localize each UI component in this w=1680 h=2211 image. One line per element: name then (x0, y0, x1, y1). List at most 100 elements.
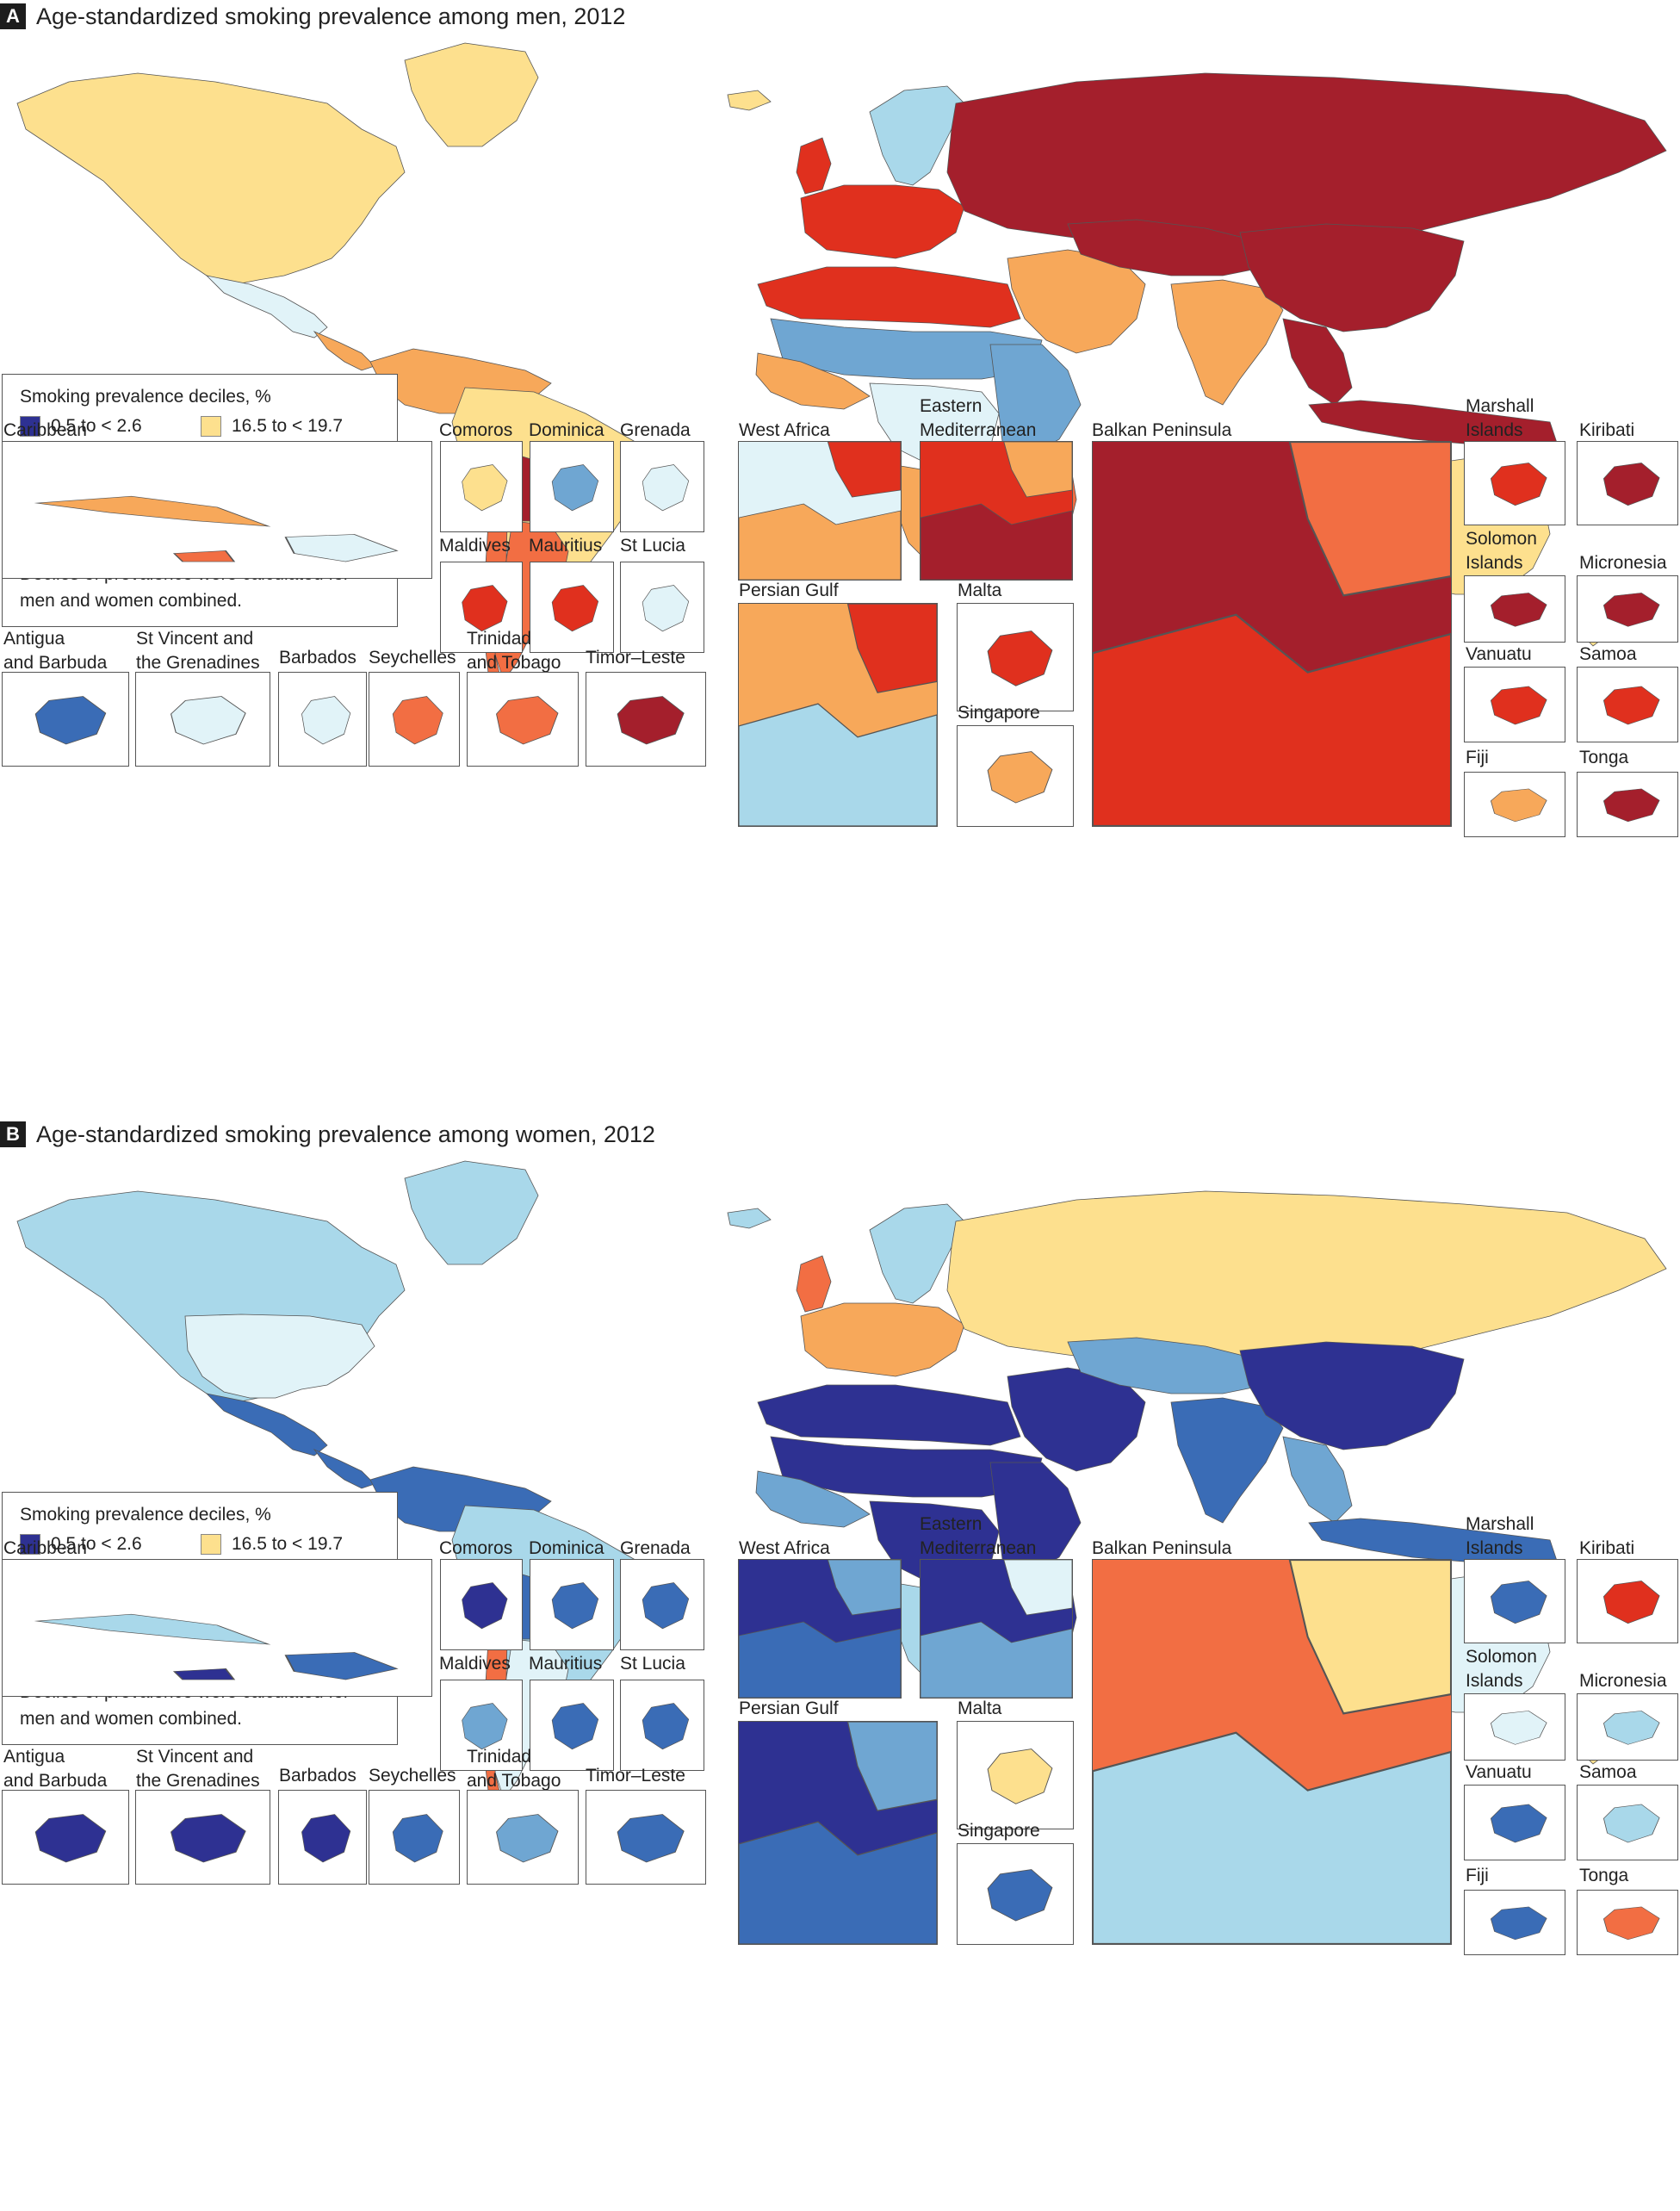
inset-label-mauritius: Mauritius (529, 536, 603, 556)
inset-label-st-lucia: St Lucia (620, 1654, 685, 1674)
region-central-asia (1067, 219, 1267, 276)
inset-label-mauritius: Mauritius (529, 1654, 603, 1674)
inset-label-comoros: Comoros (439, 1538, 513, 1558)
inset-label-micronesia: Micronesia (1579, 1671, 1667, 1691)
inset-label-west-africa: West Africa (739, 1538, 830, 1558)
panel-header: B Age-standardized smoking prevalence am… (0, 1118, 655, 1151)
inset-label-singapore: Singapore (958, 703, 1040, 723)
inset-label-antigua: Antigua and Barbuda (3, 1747, 108, 1791)
inset-label-east-med: Eastern Mediterranean (920, 1514, 1037, 1558)
inset-map-maldives (440, 1680, 523, 1771)
legend-swatch (201, 1534, 221, 1555)
inset-map-barbados (278, 1790, 367, 1885)
panel-letter: B (0, 1121, 26, 1147)
legend-item: 16.5 to < 19.7 (201, 1534, 373, 1555)
inset-map-vanuatu (1464, 1785, 1565, 1860)
region-se-asia (1282, 318, 1353, 406)
inset-map-singapore (957, 1843, 1074, 1945)
region-china (1239, 1341, 1465, 1450)
inset-label-balkans: Balkan Peninsula (1092, 1538, 1232, 1558)
inset-label-maldives: Maldives (439, 1654, 511, 1674)
inset-map-marshall (1464, 1559, 1565, 1643)
region-greenland (404, 42, 539, 147)
inset-map-persian-gulf (738, 1721, 938, 1945)
inset-map-comoros (440, 1559, 523, 1650)
inset-map-vanuatu (1464, 667, 1565, 742)
region-india (1170, 279, 1284, 406)
region-scandinavia (869, 1203, 965, 1304)
inset-map-samoa (1577, 667, 1678, 742)
legend-item: 0.5 to < 2.6 (20, 1534, 192, 1555)
legend-swatch (20, 416, 40, 437)
inset-label-dominica: Dominica (529, 420, 604, 440)
inset-map-st-lucia (620, 1680, 704, 1771)
region-mexico (205, 1393, 328, 1456)
inset-map-balkans (1092, 1559, 1452, 1945)
region-east-africa (989, 1462, 1082, 1575)
inset-map-samoa (1577, 1785, 1678, 1860)
inset-map-caribbean (2, 1559, 432, 1697)
legend-label: 0.5 to < 2.6 (51, 416, 142, 436)
inset-map-grenada (620, 1559, 704, 1650)
inset-label-malta: Malta (958, 581, 1002, 600)
region-west-africa (755, 1470, 871, 1528)
inset-label-vanuatu: Vanuatu (1466, 1762, 1532, 1782)
inset-label-fiji: Fiji (1466, 1866, 1489, 1885)
inset-map-seychelles (369, 672, 460, 767)
inset-map-fiji (1464, 1890, 1565, 1955)
inset-label-antigua: Antigua and Barbuda (3, 629, 108, 673)
inset-label-st-lucia: St Lucia (620, 536, 685, 556)
inset-map-mauritius (530, 1680, 614, 1771)
inset-label-comoros: Comoros (439, 420, 513, 440)
inset-label-trinidad: Trinidad and Tobago (467, 629, 561, 673)
inset-map-timor (586, 1790, 706, 1885)
inset-map-st-lucia (620, 562, 704, 653)
region-central-america (313, 331, 375, 371)
inset-label-caribbean: Caribbean (3, 420, 87, 440)
inset-label-trinidad: Trinidad and Tobago (467, 1747, 561, 1791)
inset-label-timor: Timor–Leste (586, 648, 685, 668)
inset-label-st-vincent: St Vincent and the Grenadines (136, 1747, 260, 1791)
inset-map-timor (586, 672, 706, 767)
panel-title: Age-standardized smoking prevalence amon… (36, 3, 626, 29)
region-europe-west (800, 1302, 965, 1377)
inset-label-timor: Timor–Leste (586, 1766, 685, 1786)
inset-map-west-africa (738, 1559, 902, 1699)
region-east-africa (989, 344, 1082, 457)
region-north-africa (757, 1384, 1021, 1446)
region-russia (946, 72, 1667, 259)
inset-label-balkans: Balkan Peninsula (1092, 420, 1232, 440)
inset-map-barbados (278, 672, 367, 767)
region-central-asia (1067, 1337, 1267, 1394)
inset-map-solomon (1464, 575, 1565, 643)
panel-letter: A (0, 3, 26, 29)
legend-swatch (201, 416, 221, 437)
inset-map-trinidad (467, 672, 579, 767)
inset-label-grenada: Grenada (620, 420, 691, 440)
panel-title: Age-standardized smoking prevalence amon… (36, 1121, 655, 1147)
panel-women: B Age-standardized smoking prevalence am… (0, 1118, 1680, 2211)
inset-map-persian-gulf (738, 603, 938, 827)
inset-label-samoa: Samoa (1579, 644, 1637, 664)
inset-label-barbados: Barbados (279, 648, 356, 668)
legend-label: 16.5 to < 19.7 (232, 416, 344, 436)
region-iceland (727, 1208, 772, 1229)
inset-label-dominica: Dominica (529, 1538, 604, 1558)
legend-swatch (20, 1534, 40, 1555)
inset-map-mauritius (530, 562, 614, 653)
region-china (1239, 223, 1465, 332)
inset-map-fiji (1464, 772, 1565, 837)
inset-map-st-vincent (135, 672, 270, 767)
inset-label-micronesia: Micronesia (1579, 553, 1667, 573)
region-west-africa (755, 352, 871, 410)
inset-map-balkans (1092, 441, 1452, 827)
inset-label-samoa: Samoa (1579, 1762, 1637, 1782)
inset-map-marshall (1464, 441, 1565, 525)
inset-label-fiji: Fiji (1466, 748, 1489, 767)
inset-label-malta: Malta (958, 1699, 1002, 1718)
inset-map-maldives (440, 562, 523, 653)
region-usa (184, 1314, 375, 1399)
legend-title: Smoking prevalence deciles, % (20, 387, 271, 407)
inset-map-micronesia (1577, 1693, 1678, 1761)
inset-map-east-med (920, 1559, 1073, 1699)
